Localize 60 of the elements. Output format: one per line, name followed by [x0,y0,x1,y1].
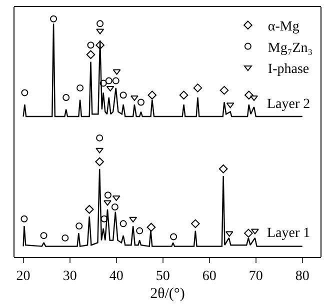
point [112,69,121,75]
point [62,94,70,101]
point [104,192,112,199]
point [146,222,156,232]
x-tick-label: 40 [109,268,124,284]
series-label: Layer 1 [267,226,310,241]
point [96,40,104,50]
point [120,92,127,99]
point [170,233,178,240]
x-tick-label: 20 [16,268,30,284]
point [21,89,28,96]
point [179,90,188,100]
series-label: Layer 2 [267,97,310,112]
point [50,15,58,22]
point [96,148,104,154]
point [250,228,259,234]
point [137,98,144,106]
point [62,234,69,242]
point [76,84,84,92]
point [136,227,144,234]
point [112,195,120,201]
point [226,102,234,108]
x-axis-title: 2θ/(°) [150,286,185,302]
x-tick-label: 60 [202,268,216,284]
legend-label: Mg₇Zn₃ [268,40,313,56]
point [105,77,112,84]
x-tick-label: 80 [295,268,310,284]
x-tick-label: 50 [156,268,170,284]
point [112,77,120,84]
point [220,86,229,95]
point [244,90,254,100]
legend-label: α-Mg [268,20,300,35]
point [20,215,28,222]
point [100,80,107,87]
point [96,28,104,34]
point [130,95,138,101]
point [100,215,108,222]
point [95,157,104,166]
point [250,95,258,101]
point [104,200,112,206]
point [96,134,104,142]
point [193,84,202,92]
point [191,219,200,228]
point [129,216,138,222]
point [120,220,127,228]
point [40,232,48,240]
point [111,204,118,210]
point [106,86,114,92]
point [244,228,253,238]
point [86,50,96,60]
legend-label: I-phase [268,62,310,77]
point [218,164,228,174]
x-tick-label: 30 [62,268,77,284]
point [84,204,94,214]
point [225,231,234,237]
x-tick-label: 70 [248,268,263,284]
point [76,222,83,230]
point [96,20,104,28]
point [148,90,157,100]
point [87,42,94,49]
